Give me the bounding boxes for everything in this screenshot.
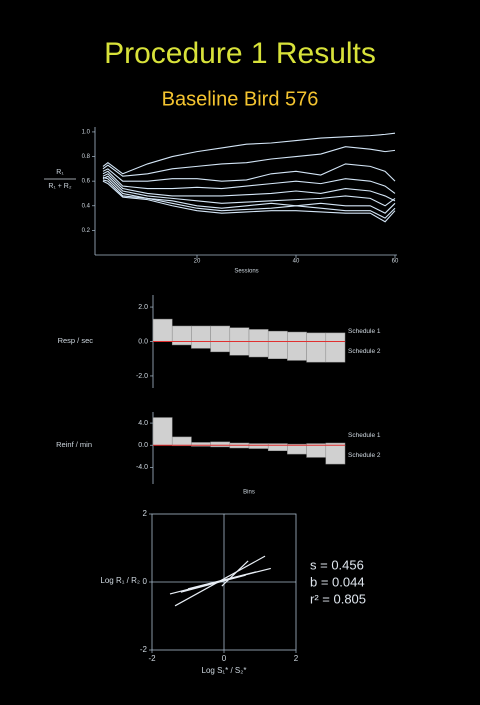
bar [171, 436, 192, 446]
x-axis-label: Log S₁* / S₂* [202, 666, 247, 675]
data-line [102, 173, 396, 202]
y-axis-label: Log R₁ / R₂ [100, 576, 140, 585]
bar [210, 325, 231, 342]
bar [325, 332, 346, 342]
data-line [102, 163, 396, 182]
bar [191, 341, 211, 349]
legend-label: Schedule 1 [348, 328, 381, 335]
y-axis-label: Reinf / min [56, 440, 92, 449]
bar [287, 331, 307, 342]
y-tick-label: 4.0 [138, 420, 148, 427]
bar [287, 341, 307, 361]
bar [229, 341, 250, 356]
bar [306, 341, 327, 363]
y-tick-label: -4.0 [136, 464, 148, 471]
x-tick-label: 60 [392, 259, 399, 265]
y-tick-label: 2.0 [138, 304, 148, 311]
bar [248, 329, 269, 342]
y-tick-label: 0.0 [138, 338, 148, 345]
legend-label: Schedule 1 [348, 432, 381, 439]
bar [306, 332, 327, 342]
y-axis-label: Resp / sec [58, 336, 94, 345]
y-tick-label: 0.6 [82, 179, 91, 185]
data-line [102, 132, 396, 175]
bar [191, 325, 211, 342]
y-tick-label: 1.0 [82, 130, 91, 136]
bar [171, 341, 192, 346]
data-line [102, 170, 396, 194]
data-line [187, 571, 257, 590]
data-line [102, 179, 396, 219]
legend-label: Schedule 2 [348, 452, 381, 459]
bar [152, 417, 173, 446]
y-tick-label: 0.8 [82, 154, 91, 160]
y-tick-label: 2 [143, 509, 148, 518]
bar [267, 341, 288, 359]
x-axis-label: Bins [243, 490, 255, 496]
y-tick-label: 0.4 [82, 203, 91, 209]
bar [229, 327, 250, 342]
x-tick-label: 0 [222, 654, 227, 663]
bar [267, 444, 288, 452]
data-line [102, 146, 396, 177]
y-tick-label: 0 [143, 577, 148, 586]
y-tick-label: 0.0 [138, 442, 148, 449]
slide-title: Procedure 1 Results [104, 37, 376, 70]
bar [248, 341, 269, 358]
data-line [180, 574, 246, 593]
slide-subtitle: Baseline Bird 576 [162, 88, 319, 110]
annotation: b = 0.044 [310, 574, 365, 589]
y-tick-label: 0.2 [82, 228, 91, 234]
legend-label: Schedule 2 [348, 348, 381, 355]
bar [306, 444, 327, 458]
annotation: r² = 0.805 [310, 591, 366, 606]
bar [210, 341, 231, 353]
data-line [102, 175, 396, 207]
x-tick-label: 20 [194, 259, 201, 265]
x-tick-label: 2 [294, 654, 299, 663]
data-line [102, 176, 396, 214]
data-line [221, 560, 249, 587]
bar [171, 325, 192, 342]
bar [287, 444, 307, 455]
bar [325, 341, 346, 363]
y-tick-label: -2 [140, 645, 148, 654]
annotation: s = 0.456 [310, 557, 364, 572]
y-label-numerator: R₁ [56, 169, 64, 176]
x-tick-label: 40 [293, 259, 300, 265]
bar [325, 444, 346, 465]
x-axis-label: Sessions [234, 269, 258, 275]
data-line [102, 180, 396, 223]
bar [152, 318, 173, 342]
bar [267, 330, 288, 342]
y-tick-label: -2.0 [136, 373, 148, 380]
y-label-denominator: R₁ + R₂ [48, 183, 71, 190]
x-tick-label: -2 [148, 654, 156, 663]
